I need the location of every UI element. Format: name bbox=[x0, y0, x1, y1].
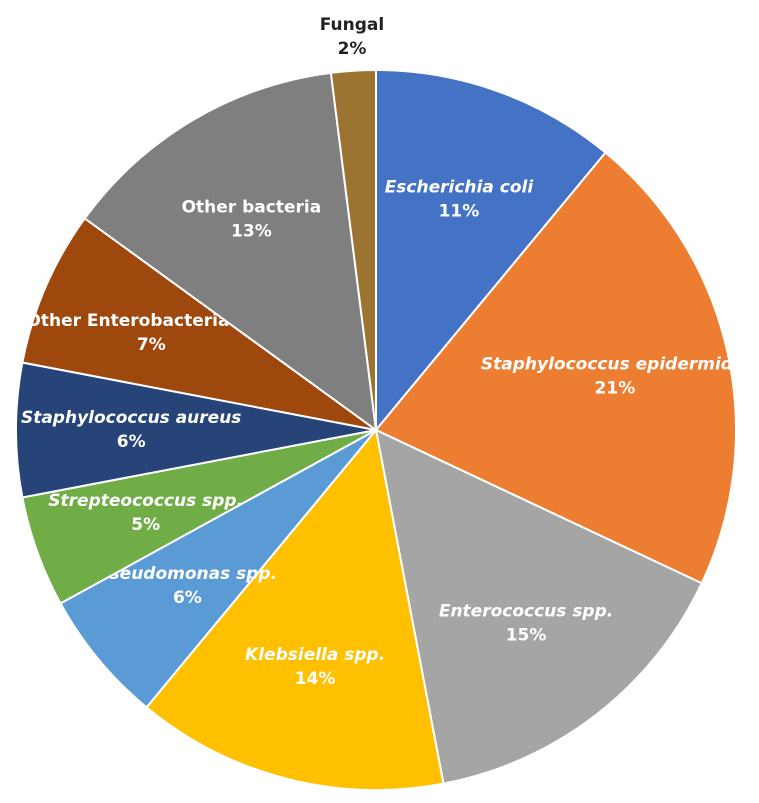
slice-label: Strepteococcus spp. bbox=[48, 491, 243, 511]
value-label: 21% bbox=[595, 379, 636, 399]
slice-label: Escherichia coli bbox=[385, 178, 535, 198]
slice-label: Staphylococcus epidermidis bbox=[481, 355, 749, 375]
slice-label: Other Enterobacteria spp. bbox=[26, 311, 276, 331]
pie-slice bbox=[145, 427, 445, 791]
slice-label: Klebsiella spp. bbox=[245, 645, 385, 665]
pie-slice bbox=[374, 428, 704, 785]
value-label: 5% bbox=[131, 515, 160, 535]
slice-label: Other bacteria bbox=[182, 197, 322, 217]
pie-slice bbox=[329, 68, 377, 431]
slice-label: Enterococcus spp. bbox=[439, 601, 613, 621]
value-label: 15% bbox=[506, 625, 547, 645]
slice-label: Staphylococcus aureus bbox=[21, 408, 241, 428]
pie-slice bbox=[15, 361, 377, 499]
value-label: 6% bbox=[117, 432, 146, 452]
value-label: 7% bbox=[137, 335, 166, 355]
value-label: 6% bbox=[173, 588, 202, 608]
pie-slice bbox=[375, 68, 607, 433]
value-label: 11% bbox=[439, 202, 480, 222]
slice-label: Fungal bbox=[320, 15, 384, 35]
value-label: 14% bbox=[295, 669, 336, 689]
pie-slice bbox=[59, 429, 377, 709]
slice-label: Pseudomonas spp. bbox=[98, 564, 277, 584]
value-label: 2% bbox=[338, 39, 367, 59]
pie-slice bbox=[83, 71, 378, 433]
pie-slice bbox=[21, 217, 377, 431]
value-label: 13% bbox=[231, 221, 272, 241]
pie-slice bbox=[374, 151, 737, 585]
